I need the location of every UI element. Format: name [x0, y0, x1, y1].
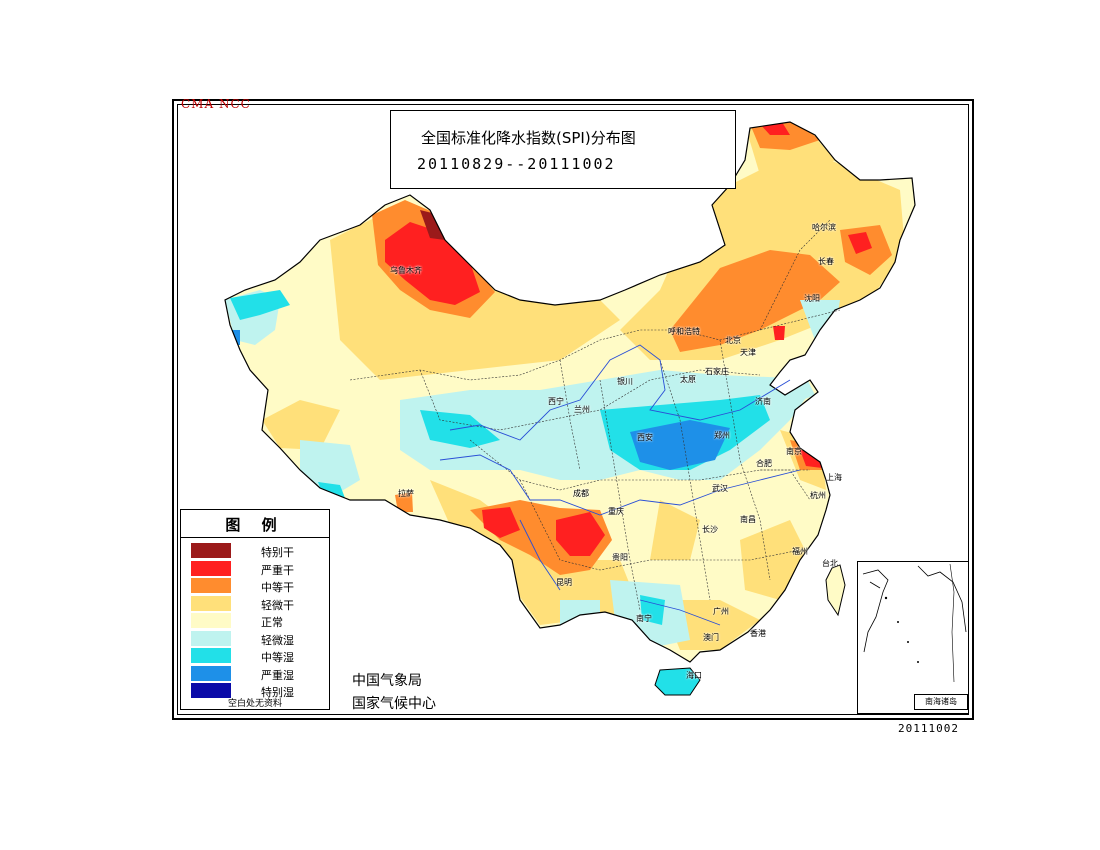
city-label: 澳门 [703, 633, 719, 642]
rivers [439, 344, 801, 626]
organization-line2: 国家气候中心 [352, 696, 436, 712]
city-label: 南宁 [636, 614, 652, 623]
city-label: 拉萨 [398, 489, 414, 498]
city-label: 太原 [680, 375, 696, 384]
hainan-island [654, 667, 701, 696]
legend-swatch [191, 683, 231, 698]
city-label: 哈尔滨 [812, 223, 836, 232]
city-label: 南昌 [740, 515, 756, 524]
inset-label: 南海诸岛 [914, 694, 968, 710]
city-label: 台北 [822, 559, 838, 568]
china-border [224, 121, 916, 663]
city-label: 济南 [755, 397, 771, 406]
legend-swatch [191, 630, 231, 646]
city-label: 银川 [617, 377, 633, 386]
city-label: 南京 [786, 447, 802, 456]
city-label: 西安 [637, 433, 653, 442]
legend-label: 特别湿 [261, 686, 294, 699]
legend-swatch [191, 648, 231, 663]
city-label: 香港 [750, 629, 766, 638]
south-china-sea-inset: 南海诸岛 [857, 561, 969, 714]
city-label: 郑州 [714, 431, 730, 440]
organization-line1: 中国气象局 [352, 673, 422, 689]
legend-label: 严重湿 [261, 668, 294, 682]
legend-swatch [191, 595, 231, 611]
legend-swatch [191, 543, 231, 558]
city-label: 天津 [740, 348, 756, 357]
inset-map [862, 563, 967, 683]
city-label: 呼和浩特 [668, 327, 700, 336]
city-label: 海口 [686, 671, 702, 680]
city-label: 重庆 [608, 507, 624, 516]
city-label: 福州 [792, 547, 808, 556]
legend: 图 例 特别干严重干中等干轻微干正常轻微湿中等湿严重湿特别湿 空白处无资料 [180, 509, 330, 710]
city-label: 武汉 [712, 484, 728, 493]
legend-title: 图 例 [225, 516, 285, 534]
city-label: 沈阳 [804, 294, 820, 303]
city-label: 北京 [725, 336, 741, 345]
city-label: 昆明 [556, 578, 572, 587]
map-title: 全国标准化降水指数(SPI)分布图 [421, 129, 636, 147]
legend-label: 轻微干 [261, 598, 294, 612]
city-label: 贵阳 [612, 553, 628, 562]
legend-label: 严重干 [261, 563, 294, 577]
map-period: 20110829--20111002 [417, 155, 616, 173]
city-label: 合肥 [756, 459, 772, 468]
legend-label: 中等干 [261, 581, 294, 594]
city-label: 长春 [818, 257, 834, 266]
legend-swatch [191, 613, 231, 628]
legend-divider [181, 537, 329, 538]
city-label: 成都 [573, 489, 589, 498]
legend-swatch [191, 578, 231, 593]
city-label: 西宁 [548, 397, 564, 406]
date-stamp: 20111002 [898, 722, 959, 735]
taiwan-island [825, 564, 846, 617]
city-label: 石家庄 [705, 367, 729, 376]
legend-label: 中等湿 [261, 651, 294, 664]
province-boundaries [349, 219, 841, 611]
city-label: 乌鲁木齐 [390, 266, 422, 275]
legend-label: 正常 [261, 616, 283, 629]
map-inner-frame [177, 104, 969, 715]
legend-swatch [191, 560, 231, 576]
city-label: 上海 [826, 473, 842, 482]
city-label: 兰州 [574, 405, 590, 414]
legend-label: 轻微湿 [261, 633, 294, 647]
legend-label: 特别干 [261, 546, 294, 559]
city-label: 长沙 [702, 525, 718, 534]
title-box: 全国标准化降水指数(SPI)分布图 20110829--20111002 [390, 110, 736, 189]
legend-swatch [191, 665, 231, 681]
city-label: 杭州 [810, 491, 826, 500]
agency-watermark: CMA NCC [181, 97, 251, 111]
legend-footnote: 空白处无资料 [227, 699, 282, 709]
city-label: 广州 [713, 607, 729, 616]
